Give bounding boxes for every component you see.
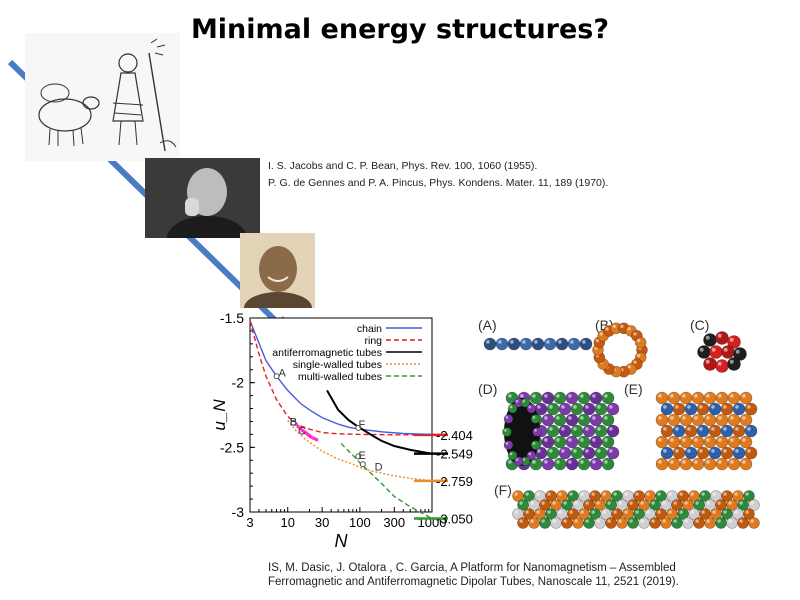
citation-line-1: IS, M. Dasic, J. Otalora , C. Garcia, A … <box>268 562 676 574</box>
reference-de-gennes-pincus: P. G. de Gennes and P. A. Pincus, Phys. … <box>268 177 609 189</box>
reference-jacobs-bean: I. S. Jacobs and C. P. Bean, Phys. Rev. … <box>268 160 538 172</box>
citation-line-2: Ferromagnetic and Antiferromagnetic Dipo… <box>268 576 679 588</box>
shepherd-sketch-image <box>25 33 180 161</box>
portrait-photo-1 <box>145 158 260 260</box>
slide-title: Minimal energy structures? <box>190 14 610 45</box>
portrait-photo-2 <box>240 233 315 324</box>
